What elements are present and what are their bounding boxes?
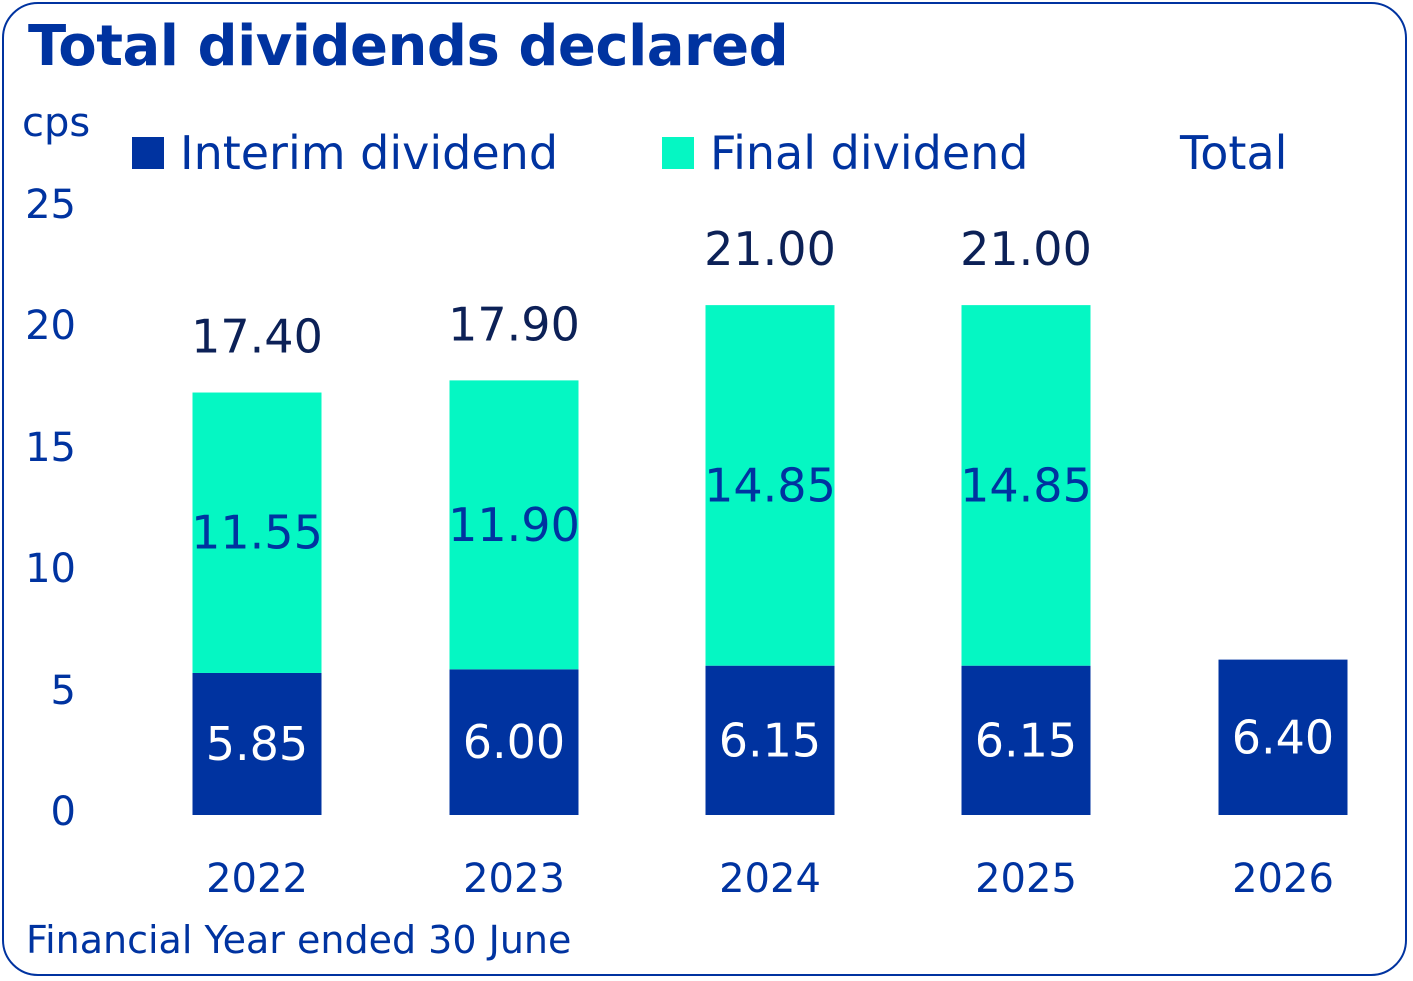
bar-interim-dividend: [1218, 659, 1348, 815]
bar-interim-dividend: [705, 665, 835, 815]
bar-final-dividend: [705, 305, 835, 666]
data-label-total: 17.40: [191, 310, 323, 364]
data-label-interim: 6.00: [463, 715, 565, 769]
legend-item-final: Final dividend: [662, 126, 1028, 180]
x-tick-label: 2024: [719, 856, 821, 902]
legend-item-total: Total: [1180, 126, 1287, 180]
data-label-total: 21.00: [960, 222, 1092, 276]
legend-label-final: Final dividend: [710, 126, 1029, 180]
x-axis-title: Financial Year ended 30 June: [26, 918, 572, 962]
y-axis-unit-label: cps: [22, 100, 91, 146]
legend-swatch-final: [662, 137, 694, 169]
legend-label-interim: Interim dividend: [180, 126, 559, 180]
data-label-interim: 6.15: [975, 713, 1077, 767]
bar-final-dividend: [449, 380, 579, 670]
data-label-final: 11.90: [448, 498, 580, 552]
bar-interim-dividend: [449, 669, 579, 815]
y-tick-label: 15: [25, 424, 76, 471]
data-label-total: 21.00: [704, 222, 836, 276]
bar-final-dividend: [192, 392, 322, 673]
x-tick-label: 2025: [975, 856, 1077, 902]
data-label-final: 14.85: [704, 458, 836, 512]
legend-swatch-interim: [132, 137, 164, 169]
chart-title: Total dividends declared: [28, 14, 789, 79]
y-tick-label: 0: [50, 789, 76, 835]
bar-final-dividend: [961, 305, 1091, 666]
data-label-total: 17.90: [448, 297, 580, 351]
y-tick-label: 20: [25, 303, 76, 350]
legend-item-interim: Interim dividend: [132, 126, 558, 180]
data-label-final: 11.55: [191, 506, 323, 560]
bar-interim-dividend: [961, 665, 1091, 815]
bar-interim-dividend: [192, 672, 322, 815]
data-label-final: 14.85: [960, 458, 1092, 512]
legend-label-total: Total: [1180, 126, 1288, 180]
data-label-interim: 6.40: [1232, 710, 1334, 764]
x-tick-label: 2026: [1232, 856, 1334, 902]
x-tick-label: 2022: [206, 856, 308, 902]
y-tick-label: 5: [50, 667, 76, 714]
y-tick-label: 25: [25, 182, 76, 228]
data-label-interim: 6.15: [719, 713, 821, 767]
data-label-interim: 5.85: [206, 717, 308, 771]
x-tick-label: 2023: [463, 856, 565, 902]
y-tick-label: 10: [25, 546, 76, 593]
